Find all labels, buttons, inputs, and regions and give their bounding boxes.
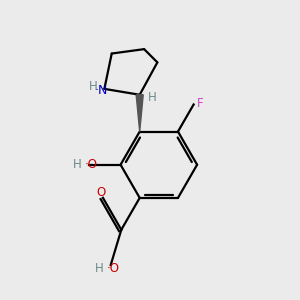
Text: ·O: ·O [106, 262, 120, 275]
Text: H: H [148, 91, 156, 103]
Text: F: F [197, 97, 203, 110]
Text: H: H [95, 262, 104, 275]
Polygon shape [136, 95, 143, 132]
Text: H: H [73, 158, 81, 171]
Text: H: H [89, 80, 98, 93]
Text: ·O: ·O [85, 158, 98, 171]
Text: ·N: ·N [95, 84, 108, 97]
Text: O: O [97, 186, 106, 199]
